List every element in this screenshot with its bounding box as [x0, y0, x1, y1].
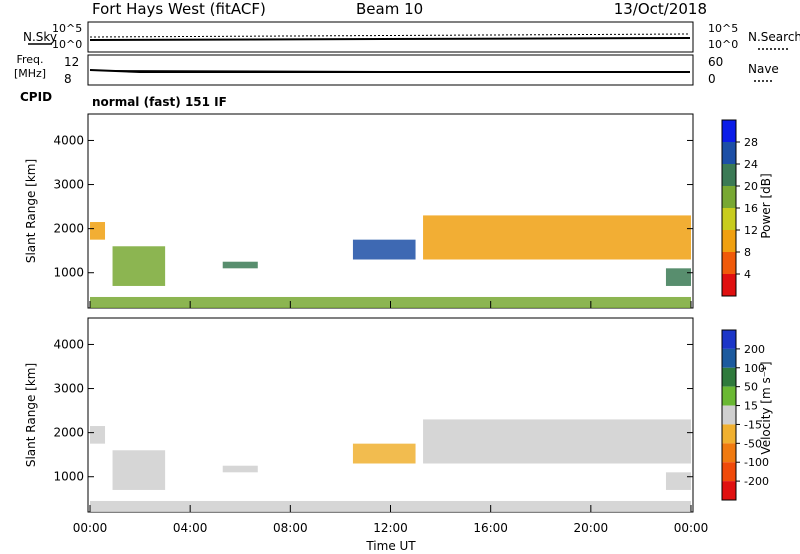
colorbar-tick-label: 28	[744, 136, 758, 149]
y-tick-label: 1000	[53, 266, 84, 280]
colorbar-tick-label: 15	[744, 400, 758, 413]
nave-tick-top: 60	[708, 55, 723, 69]
y-tick-label: 4000	[53, 133, 84, 147]
velocity-panel	[87, 317, 694, 513]
colorbar-tick-label: 200	[744, 343, 765, 356]
n-sky-tick-top: 10^5	[52, 22, 82, 35]
x-tick-label: 04:00	[173, 521, 208, 535]
y-tick-label: 3000	[53, 178, 84, 192]
colorbar-swatch	[722, 405, 736, 425]
data-region	[352, 239, 416, 260]
n-sky-tick-bottom: 10^0	[52, 38, 82, 51]
colorbar-tick-label: -200	[744, 475, 769, 488]
data-region	[90, 222, 106, 240]
power-y-axis-label: Slant Range [km]	[24, 159, 38, 263]
colorbar-tick-label: 100	[744, 362, 765, 375]
n-search-tick-bottom: 10^0	[708, 38, 738, 51]
y-tick-label: 1000	[53, 470, 84, 484]
data-region	[112, 450, 166, 490]
data-region	[665, 268, 691, 286]
y-tick-label: 2000	[53, 222, 84, 236]
n-search-tick-top: 10^5	[708, 22, 738, 35]
colorbar-swatch	[722, 330, 736, 349]
colorbar-swatch	[722, 230, 736, 252]
colorbar-tick-label: 50	[744, 381, 758, 394]
velocity-y-axis-label: Slant Range [km]	[24, 363, 38, 467]
data-region	[222, 465, 258, 473]
x-tick-label: 08:00	[273, 521, 308, 535]
data-region	[90, 426, 106, 444]
colorbar-frame	[721, 329, 737, 501]
x-tick-label: 00:00	[674, 521, 709, 535]
colorbar-tick-label: 20	[744, 180, 758, 193]
colorbar-swatch	[722, 208, 736, 230]
data-region	[222, 261, 258, 269]
n-search-label: N.Search	[748, 30, 800, 44]
freq-tick-top: 12	[64, 55, 79, 69]
colorbar-tick-label: -100	[744, 456, 769, 469]
freq-tick-bottom: 8	[64, 72, 72, 86]
power-colorbar: 28 24 20 16 12 8 4	[721, 119, 758, 297]
colorbar-swatch	[722, 367, 736, 387]
time-axis-label: Time UT	[365, 539, 416, 553]
velocity-data-layer	[90, 419, 691, 512]
x-tick-label: 12:00	[373, 521, 408, 535]
colorbar-swatch	[722, 481, 736, 500]
frequency-trace	[89, 69, 690, 73]
cpid-label: CPID	[20, 90, 52, 104]
colorbar-swatch	[722, 120, 736, 142]
data-region	[352, 443, 416, 464]
nave-tick-bottom: 0	[708, 72, 716, 86]
noise-panel	[87, 21, 694, 53]
velocity-colorbar-label: Velocity [m s⁻¹]	[759, 361, 773, 454]
colorbar-swatch	[722, 252, 736, 274]
n-sky-label: N.Sky	[23, 30, 57, 44]
cpid-value: normal (fast) 151 IF	[92, 95, 227, 109]
freq-unit-label: [MHz]	[14, 67, 46, 80]
colorbar-swatch	[722, 386, 736, 406]
colorbar-swatch	[722, 274, 736, 296]
colorbar-swatch	[722, 164, 736, 186]
freq-panel	[87, 54, 694, 86]
power-data-layer	[90, 215, 691, 308]
power-colorbar-label: Power [dB]	[759, 173, 773, 238]
colorbar-swatch	[722, 424, 736, 444]
data-region	[112, 246, 166, 286]
colorbar-swatch	[722, 443, 736, 463]
beam-title: Beam 10	[356, 0, 423, 18]
colorbar-swatch	[722, 348, 736, 368]
colorbar-tick-label: 4	[744, 268, 751, 281]
station-title: Fort Hays West (fitACF)	[92, 0, 266, 18]
colorbar-swatch	[722, 142, 736, 164]
colorbar-tick-label: -15	[744, 418, 762, 431]
y-tick-label: 4000	[53, 337, 84, 351]
colorbar-tick-label: 16	[744, 202, 758, 215]
power-panel	[87, 113, 694, 309]
data-region	[423, 215, 691, 260]
colorbar-tick-label: 12	[744, 224, 758, 237]
colorbar-swatch	[722, 186, 736, 208]
colorbar-tick-label: -50	[744, 437, 762, 450]
date-title: 13/Oct/2018	[614, 0, 707, 18]
colorbar-tick-label: 8	[744, 246, 751, 259]
freq-label: Freq.	[16, 53, 43, 66]
time-x-axis: 00:00 04:00 08:00 12:00 16:00 20:00 00:00	[73, 301, 709, 535]
y-tick-label: 3000	[53, 382, 84, 396]
power-y-axis: 4000 3000 2000 1000	[53, 133, 693, 280]
x-tick-label: 00:00	[73, 521, 108, 535]
colorbar-swatch	[722, 462, 736, 482]
colorbar-tick-label: 24	[744, 158, 758, 171]
x-tick-label: 16:00	[473, 521, 508, 535]
velocity-y-axis: 4000 3000 2000 1000	[53, 337, 693, 484]
noise-sky-trace	[89, 37, 691, 41]
velocity-colorbar: 200 100 50 15 -15 -50 -100 -200	[721, 329, 769, 501]
noise-search-trace	[89, 33, 691, 38]
x-tick-label: 20:00	[574, 521, 609, 535]
data-region	[423, 419, 691, 464]
y-tick-label: 2000	[53, 426, 84, 440]
nave-label: Nave	[748, 62, 779, 76]
data-region	[665, 472, 691, 490]
